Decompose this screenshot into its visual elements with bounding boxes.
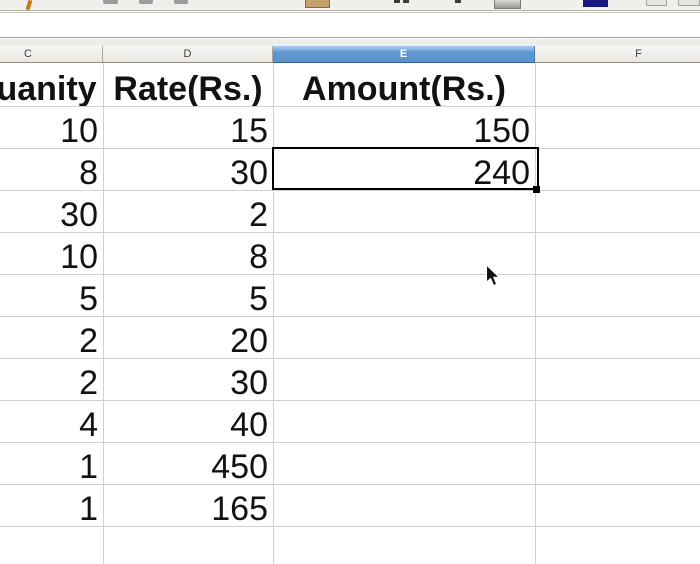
- cell-e-row2[interactable]: 240: [473, 154, 530, 190]
- sheet-row-10: 1 165: [0, 484, 700, 526]
- sort-mark-icon-1[interactable]: [394, 0, 400, 3]
- sheet-row-8: 4 40: [0, 400, 700, 442]
- column-header-f-label: F: [635, 48, 642, 60]
- cell-d-row5[interactable]: 5: [249, 280, 268, 316]
- selected-cell-outline: [272, 147, 539, 190]
- sheet-header-row: Quanity Rate(Rs.) Amount(Rs.): [0, 63, 700, 106]
- cell-f-row4[interactable]: [535, 232, 700, 274]
- gridline-vertical-cd: [103, 63, 104, 564]
- gridline-horizontal-last: [0, 526, 700, 527]
- cell-f-row7[interactable]: [535, 358, 700, 400]
- cell-e-row10[interactable]: [273, 484, 535, 526]
- sheet-row-4: 10 8: [0, 232, 700, 274]
- cell-c-row1[interactable]: 10: [60, 112, 98, 148]
- column-header-c-label: C: [24, 48, 32, 60]
- gridline-horizontal-6: [0, 316, 700, 317]
- gridline-horizontal-7: [0, 358, 700, 359]
- sort-mark-icon-2[interactable]: [403, 0, 409, 3]
- fill-handle[interactable]: [533, 186, 540, 193]
- cell-f-row9[interactable]: [535, 442, 700, 484]
- column-header-row: C D E F: [0, 46, 700, 63]
- column-header-e-selected[interactable]: E: [273, 46, 535, 63]
- sheet-row-9: 1 450: [0, 442, 700, 484]
- cell-c-row2[interactable]: 8: [79, 154, 98, 190]
- toolbar-button-icon-1[interactable]: [646, 0, 667, 6]
- cell-d-row2[interactable]: 30: [230, 154, 268, 190]
- gridline-horizontal-8: [0, 400, 700, 401]
- toolbar: [0, 0, 700, 11]
- borders-button-icon[interactable]: [494, 0, 521, 9]
- sheet-row-6: 2 20: [0, 316, 700, 358]
- cell-d-row1[interactable]: 15: [230, 112, 268, 148]
- style-bar-icon-3[interactable]: [174, 0, 188, 4]
- column-header-d-label: D: [183, 48, 192, 60]
- cell-d-row9[interactable]: 450: [211, 448, 268, 484]
- cell-e-row1[interactable]: 150: [473, 112, 530, 148]
- sheet-grid: Quanity Rate(Rs.) Amount(Rs.) 1015150830…: [0, 63, 700, 564]
- cell-c-row5[interactable]: 5: [79, 280, 98, 316]
- cell-rate-header[interactable]: Rate(Rs.): [103, 63, 273, 106]
- sheet-row-1: 10 15 150: [0, 106, 700, 148]
- cell-f-row10[interactable]: [535, 484, 700, 526]
- cell-e-row7[interactable]: [273, 358, 535, 400]
- cell-c-row7[interactable]: 2: [79, 364, 98, 400]
- cell-amount-header[interactable]: Amount(Rs.): [273, 63, 535, 106]
- font-color-icon[interactable]: [583, 0, 608, 7]
- cell-e-row6[interactable]: [273, 316, 535, 358]
- cell-f-row3[interactable]: [535, 190, 700, 232]
- gridline-vertical-de: [273, 63, 274, 564]
- cell-c-row10[interactable]: 1: [79, 490, 98, 526]
- cell-c-row8[interactable]: 4: [79, 406, 98, 442]
- background-color-icon[interactable]: [305, 0, 330, 8]
- sheet-row-3: 30 2: [0, 190, 700, 232]
- header-gap-strip: [0, 39, 700, 46]
- column-header-f[interactable]: F: [535, 46, 700, 63]
- sheet-row-2: 8 30 240: [0, 148, 700, 190]
- column-header-c[interactable]: C: [0, 46, 103, 63]
- cell-e-row3[interactable]: [273, 190, 535, 232]
- cell-d-row3[interactable]: 2: [249, 196, 268, 232]
- cell-d-row4[interactable]: 8: [249, 238, 268, 274]
- cell-d-row10[interactable]: 165: [211, 490, 268, 526]
- gridline-horizontal-9: [0, 442, 700, 443]
- column-header-e-label: E: [399, 48, 408, 60]
- cell-d-row6[interactable]: 20: [230, 322, 268, 358]
- cell-e-row8[interactable]: [273, 400, 535, 442]
- formula-input-line[interactable]: [0, 12, 700, 38]
- style-bar-icon-2[interactable]: [139, 0, 153, 4]
- cell-f-row6[interactable]: [535, 316, 700, 358]
- cell-quanity-header[interactable]: Quanity: [0, 63, 103, 106]
- cell-c-row6[interactable]: 2: [79, 322, 98, 358]
- cell-amount-header-text: Amount(Rs.): [302, 70, 506, 106]
- cell-c-row3[interactable]: 30: [60, 196, 98, 232]
- format-paintbrush-icon[interactable]: [25, 0, 33, 11]
- cell-rate-header-text: Rate(Rs.): [113, 70, 263, 106]
- cell-e-row9[interactable]: [273, 442, 535, 484]
- cell-d-row7[interactable]: 30: [230, 364, 268, 400]
- gridline-vertical-ef: [535, 63, 536, 564]
- cell-f-row2[interactable]: [535, 148, 700, 190]
- mouse-cursor-icon: [485, 263, 501, 294]
- cell-c-row4[interactable]: 10: [60, 238, 98, 274]
- cell-f-header[interactable]: [535, 63, 700, 106]
- cell-c-row9[interactable]: 1: [79, 448, 98, 484]
- cell-quanity-header-text: Quanity: [0, 70, 97, 106]
- cell-f-row5[interactable]: [535, 274, 700, 316]
- gridline-horizontal-5: [0, 274, 700, 275]
- column-header-d[interactable]: D: [103, 46, 273, 63]
- gridline-horizontal-1: [0, 106, 700, 107]
- sort-mark-icon-3[interactable]: [455, 0, 461, 3]
- gridline-horizontal-3: [0, 190, 700, 191]
- sheet-row-7: 2 30: [0, 358, 700, 400]
- toolbar-button-icon-2[interactable]: [678, 0, 700, 6]
- style-bar-icon-1[interactable]: [103, 0, 118, 4]
- gridline-horizontal-4: [0, 232, 700, 233]
- cell-f-row8[interactable]: [535, 400, 700, 442]
- cell-d-row8[interactable]: 40: [230, 406, 268, 442]
- cell-f-row1[interactable]: [535, 106, 700, 148]
- gridline-horizontal-10: [0, 484, 700, 485]
